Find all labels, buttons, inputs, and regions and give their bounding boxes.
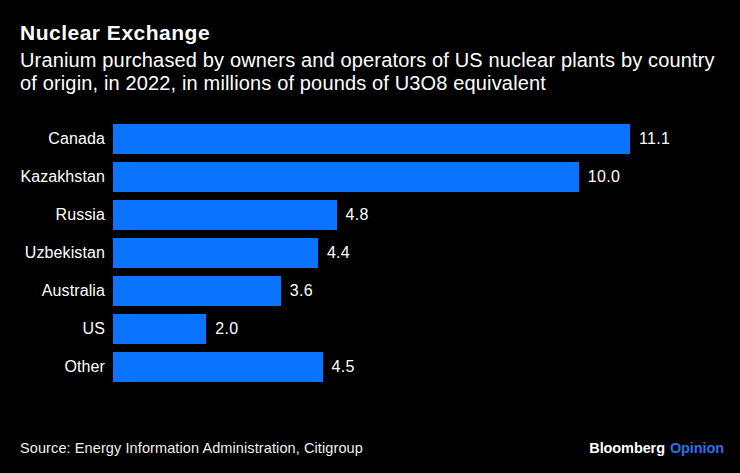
value-label: 4.8 <box>346 206 369 224</box>
bar <box>113 238 318 268</box>
bar-row: Uzbekistan 4.4 <box>0 234 740 272</box>
value-label: 4.5 <box>332 358 355 376</box>
category-label: Canada <box>0 130 105 148</box>
bar-chart: Canada 11.1 Kazakhstan 10.0 Russia 4.8 Uzbekis… <box>0 120 740 386</box>
category-label: US <box>0 320 105 338</box>
value-label: 2.0 <box>215 320 238 338</box>
category-label: Australia <box>0 282 105 300</box>
bar <box>113 276 281 306</box>
chart-subtitle-line1: Uranium purchased by owners and operator… <box>20 49 715 72</box>
chart-subtitle: Uranium purchased by owners and operator… <box>20 49 715 95</box>
category-label: Kazakhstan <box>0 168 105 186</box>
bar-row: Other 4.5 <box>0 348 740 386</box>
bar-row: Russia 4.8 <box>0 196 740 234</box>
opinion-wordmark: Opinion <box>670 440 724 456</box>
bar <box>113 124 630 154</box>
value-label: 3.6 <box>290 282 313 300</box>
source-note: Source: Energy Information Administratio… <box>20 440 363 456</box>
value-label: 4.4 <box>327 244 350 262</box>
bar <box>113 200 337 230</box>
category-label: Russia <box>0 206 105 224</box>
value-label: 11.1 <box>639 130 670 148</box>
category-label: Other <box>0 358 105 376</box>
bar-row: Kazakhstan 10.0 <box>0 158 740 196</box>
category-label: Uzbekistan <box>0 244 105 262</box>
bloomberg-wordmark: Bloomberg <box>589 440 665 456</box>
bar <box>113 352 323 382</box>
bar-row: Canada 11.1 <box>0 120 740 158</box>
chart-title: Nuclear Exchange <box>20 21 210 45</box>
value-label: 10.0 <box>588 168 620 186</box>
bar <box>113 314 206 344</box>
chart-subtitle-line2: of origin, in 2022, in millions of pound… <box>20 72 715 95</box>
bloomberg-opinion-logo: Bloomberg Opinion <box>589 440 724 456</box>
bar-row: Australia 3.6 <box>0 272 740 310</box>
bar <box>113 162 579 192</box>
bar-row: US 2.0 <box>0 310 740 348</box>
chart-footer: Source: Energy Information Administratio… <box>20 440 724 456</box>
